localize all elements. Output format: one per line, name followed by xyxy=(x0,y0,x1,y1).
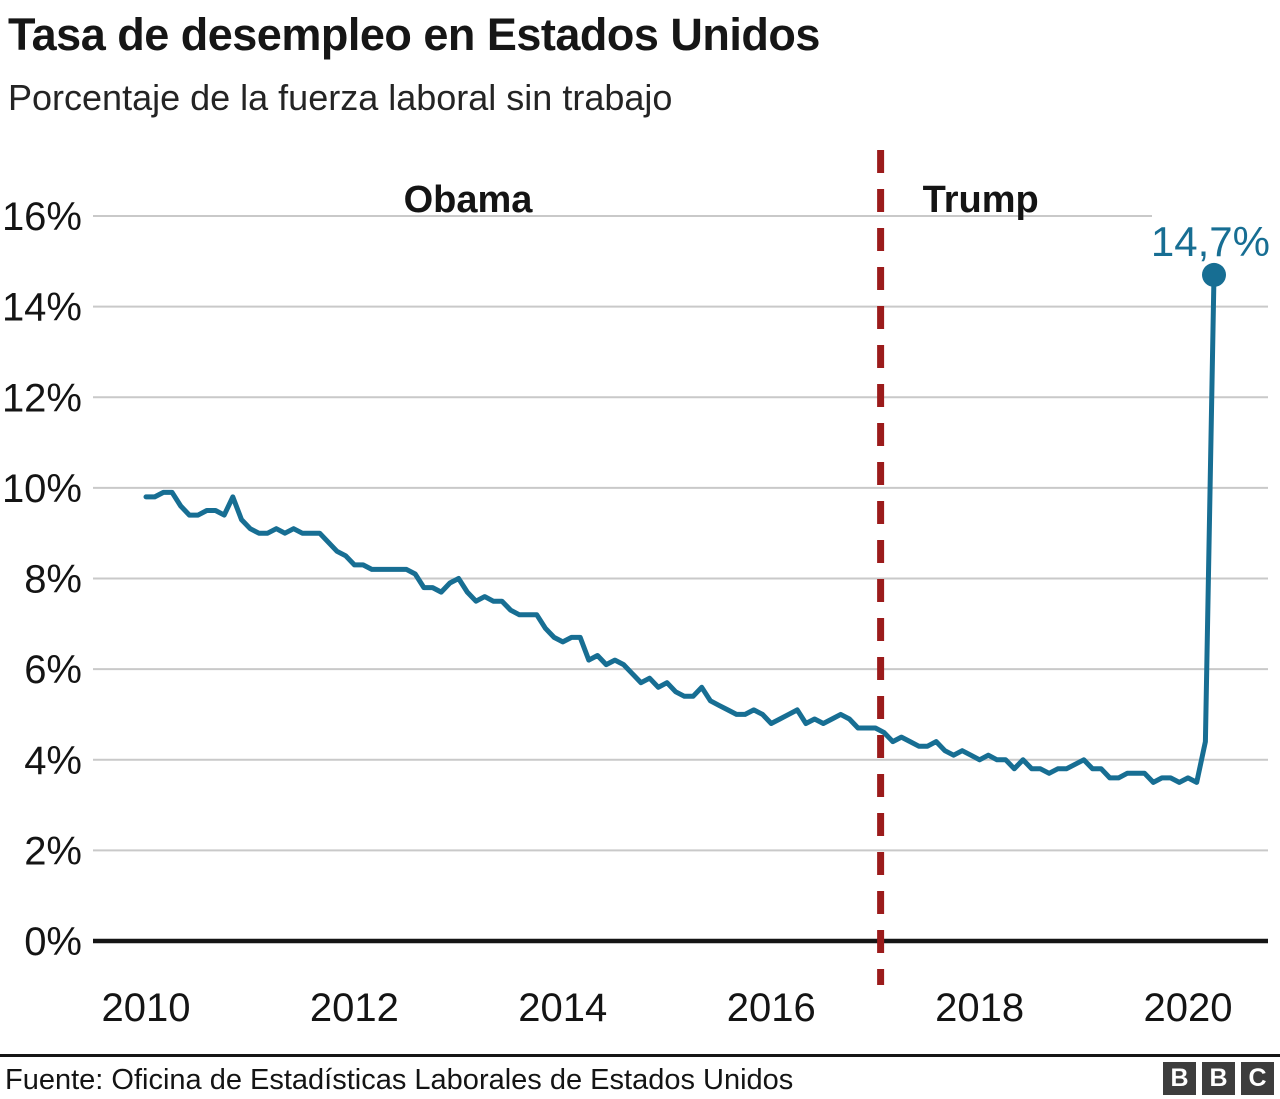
last-value-annotation: 14,7% xyxy=(1151,218,1270,265)
y-tick-label: 2% xyxy=(24,829,82,873)
footer-divider xyxy=(0,1054,1280,1057)
chart-header: Tasa de desempleo en Estados Unidos Porc… xyxy=(8,10,1272,119)
term-label-trump: Trump xyxy=(923,179,1039,221)
y-tick-label: 8% xyxy=(24,558,82,602)
y-tick-label: 4% xyxy=(24,739,82,783)
x-tick-label: 2016 xyxy=(727,986,816,1030)
x-tick-label: 2010 xyxy=(102,986,191,1030)
x-tick-label: 2018 xyxy=(935,986,1024,1030)
source-note: Fuente: Oficina de Estadísticas Laborale… xyxy=(5,1064,794,1096)
y-tick-label: 10% xyxy=(2,467,82,511)
bbc-logo-block: B xyxy=(1202,1062,1235,1095)
chart-subtitle: Porcentaje de la fuerza laboral sin trab… xyxy=(8,76,673,118)
page-title: Tasa de desempleo en Estados Unidos xyxy=(8,9,820,60)
bbc-logo: B B C xyxy=(1163,1062,1274,1095)
y-tick-label: 12% xyxy=(2,376,82,420)
bbc-logo-block: C xyxy=(1241,1062,1274,1095)
x-tick-label: 2020 xyxy=(1144,986,1233,1030)
bbc-logo-block: B xyxy=(1163,1062,1196,1095)
y-tick-label: 0% xyxy=(24,920,82,964)
last-point-marker xyxy=(1202,262,1226,287)
x-tick-label: 2012 xyxy=(310,986,399,1030)
x-tick-label: 2014 xyxy=(518,986,607,1030)
term-label-obama: Obama xyxy=(404,179,534,221)
y-tick-label: 16% xyxy=(2,195,82,239)
chart-footer: Fuente: Oficina de Estadísticas Laborale… xyxy=(0,1058,1280,1099)
y-tick-label: 6% xyxy=(24,648,82,692)
unemployment-line xyxy=(143,272,1217,785)
y-tick-label: 14% xyxy=(2,286,82,330)
